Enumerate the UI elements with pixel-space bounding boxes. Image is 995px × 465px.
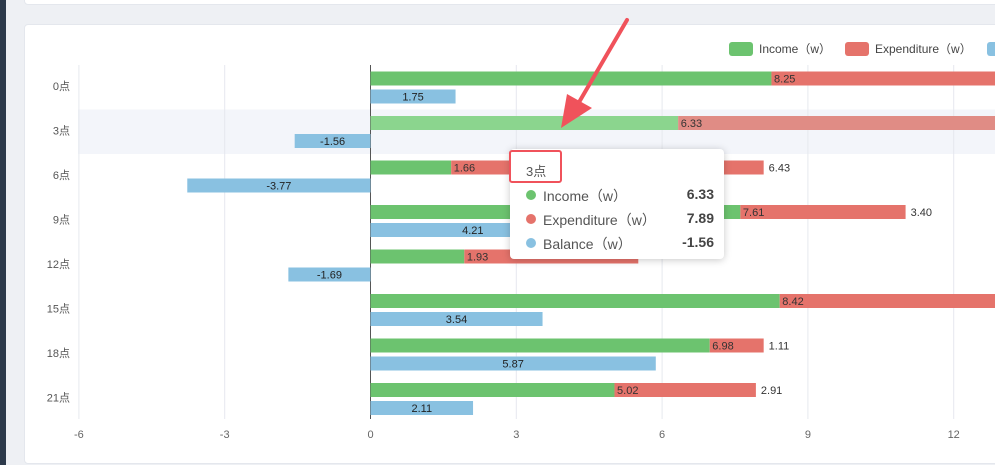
legend-swatch-icon bbox=[845, 42, 869, 56]
x-tick-label: -6 bbox=[74, 429, 84, 441]
income-bar bbox=[370, 249, 465, 264]
balance-data-label: 1.75 bbox=[402, 92, 423, 104]
income-data-label: 1.66 bbox=[454, 163, 475, 175]
x-tick-label: 9 bbox=[805, 429, 811, 441]
balance-data-label: 5.87 bbox=[502, 359, 523, 371]
income-data-label: 8.42 bbox=[782, 296, 803, 308]
income-bar bbox=[370, 116, 679, 130]
balance-data-label: 3.54 bbox=[446, 314, 467, 326]
tooltip-row-income: Income（w） 6.33 bbox=[526, 185, 714, 205]
tooltip-row-value: 6.33 bbox=[686, 186, 714, 202]
expenditure-bar bbox=[614, 383, 756, 397]
expenditure-data-label: 2.91 bbox=[761, 385, 782, 397]
x-tick-label: 0 bbox=[367, 429, 373, 441]
sidebar-edge bbox=[0, 0, 6, 465]
y-category-label: 15点 bbox=[47, 303, 70, 316]
balance-data-label: -3.77 bbox=[266, 181, 291, 193]
y-category-label: 12点 bbox=[47, 258, 70, 271]
tooltip-title-highlight bbox=[509, 150, 562, 183]
legend-label: Expenditure（w） bbox=[875, 42, 972, 56]
tooltip-row-name: Income（w） bbox=[543, 188, 628, 204]
x-tick-label: 12 bbox=[948, 429, 960, 441]
income-bar bbox=[370, 160, 452, 175]
y-category-label: 3点 bbox=[53, 125, 70, 138]
income-bar bbox=[370, 294, 780, 308]
balance-data-label: -1.69 bbox=[317, 270, 342, 282]
income-data-label: 1.93 bbox=[467, 252, 488, 264]
legend-label: Income（w） bbox=[759, 42, 831, 56]
income-data-label: 6.33 bbox=[681, 118, 702, 130]
income-bar bbox=[370, 338, 710, 353]
balance-bar bbox=[370, 312, 543, 326]
balance-bar bbox=[288, 267, 371, 282]
expenditure-bar bbox=[771, 71, 995, 86]
income-data-label: 8.25 bbox=[774, 74, 795, 86]
expenditure-bar bbox=[709, 338, 764, 353]
balance-data-label: -1.56 bbox=[320, 136, 345, 148]
balance-data-label: 4.21 bbox=[462, 225, 483, 237]
income-bar bbox=[370, 71, 772, 86]
income-bar bbox=[370, 383, 615, 397]
y-category-label: 18点 bbox=[47, 347, 70, 360]
tooltip-row-expenditure: Expenditure（w） 7.89 bbox=[526, 209, 714, 229]
x-tick-label: 6 bbox=[659, 429, 665, 441]
x-tick-label: 3 bbox=[513, 429, 519, 441]
y-category-label: 0点 bbox=[53, 80, 70, 93]
tooltip-row-name: Balance（w） bbox=[543, 236, 632, 252]
balance-bar bbox=[370, 401, 474, 415]
expenditure-data-label: 6.43 bbox=[769, 163, 790, 175]
legend-swatch-icon bbox=[987, 42, 995, 56]
y-category-label: 21点 bbox=[47, 392, 70, 405]
expenditure-data-label: 1.11 bbox=[769, 341, 790, 353]
legend-swatch-icon bbox=[729, 42, 753, 56]
x-tick-label: -3 bbox=[220, 429, 230, 441]
tooltip-row-value: -1.56 bbox=[682, 234, 714, 250]
y-category-label: 6点 bbox=[53, 169, 70, 182]
tooltip-title: 3点 bbox=[526, 164, 547, 179]
tooltip-row-value: 7.89 bbox=[686, 210, 714, 226]
income-data-label: 5.02 bbox=[617, 385, 638, 397]
chart-tooltip: 3点 Income（w） 6.33 Expenditure（w） 7.89 Ba… bbox=[509, 149, 724, 259]
income-data-label: 7.61 bbox=[743, 207, 764, 219]
balance-bar bbox=[187, 178, 371, 193]
y-category-label: 9点 bbox=[53, 214, 70, 227]
expenditure-dot-icon bbox=[526, 214, 536, 224]
top-card bbox=[24, 0, 995, 5]
expenditure-bar bbox=[678, 116, 995, 130]
balance-bar bbox=[370, 356, 656, 371]
expenditure-bar bbox=[740, 205, 906, 219]
expenditure-bar bbox=[779, 294, 995, 308]
tooltip-row-name: Expenditure（w） bbox=[543, 212, 656, 228]
balance-dot-icon bbox=[526, 238, 536, 248]
balance-bar bbox=[294, 134, 371, 148]
expenditure-data-label: 3.40 bbox=[911, 207, 932, 219]
balance-bar bbox=[370, 89, 456, 104]
balance-data-label: 2.11 bbox=[411, 403, 432, 415]
income-data-label: 6.98 bbox=[712, 341, 733, 353]
tooltip-row-balance: Balance（w） -1.56 bbox=[526, 233, 714, 253]
income-dot-icon bbox=[526, 190, 536, 200]
